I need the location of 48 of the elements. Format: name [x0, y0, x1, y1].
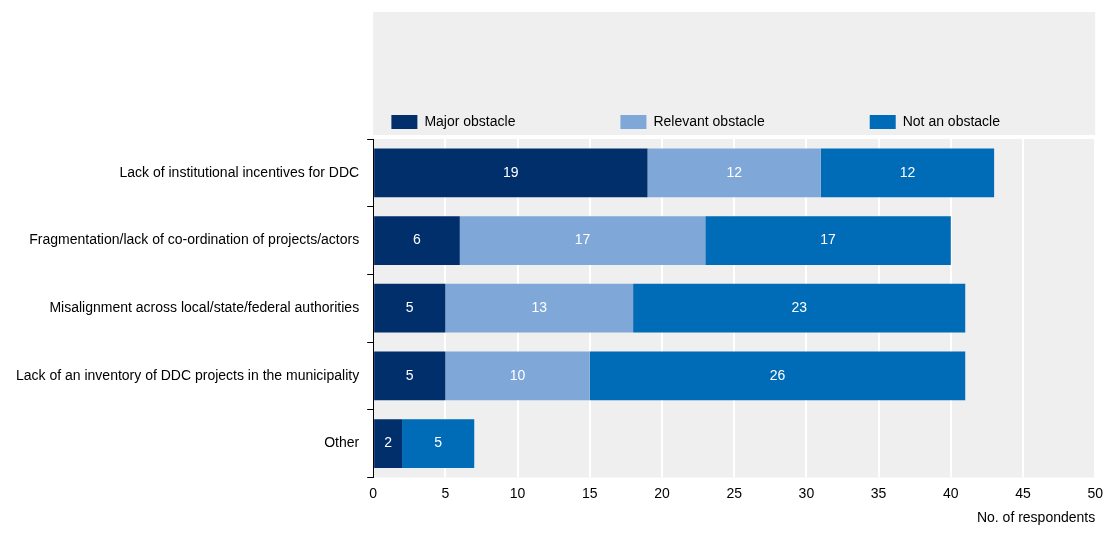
- bar: [820, 148, 995, 198]
- bar: [459, 216, 706, 265]
- data-label: 12: [899, 163, 916, 180]
- bar: [374, 283, 446, 333]
- x-tick-label: 25: [726, 484, 743, 501]
- x-tick-label: 0: [369, 484, 378, 501]
- x-tick-label: 45: [1015, 484, 1032, 501]
- data-label: 23: [791, 299, 808, 316]
- data-label: 17: [820, 231, 837, 248]
- legend-label: Major obstacle: [424, 112, 516, 129]
- data-label: 10: [509, 366, 526, 383]
- y-tick-label: Fragmentation/lack of co-ordination of projects/actors: [29, 231, 360, 248]
- data-label: 5: [405, 366, 414, 383]
- bar: [374, 216, 460, 265]
- data-label: 12: [726, 163, 743, 180]
- bar: [374, 419, 403, 468]
- x-tick-label: 40: [943, 484, 959, 501]
- x-tick-label: 35: [870, 484, 887, 501]
- x-tick-label: 15: [581, 484, 598, 501]
- y-tick-label: Other: [324, 434, 360, 451]
- data-label: 26: [769, 366, 786, 383]
- bar: [445, 283, 634, 333]
- data-label: 19: [503, 163, 519, 180]
- x-tick-label: 20: [654, 484, 670, 501]
- data-label: 17: [574, 231, 591, 248]
- data-label: 6: [413, 231, 422, 248]
- bar: [374, 148, 648, 198]
- bar: [633, 283, 966, 333]
- bar: [589, 351, 966, 401]
- bar: [705, 216, 951, 265]
- y-tick-label: Lack of an inventory of DDC projects in the municipality: [15, 366, 360, 383]
- data-label: 2: [384, 434, 393, 451]
- legend-label: Relevant obstacle: [653, 112, 765, 129]
- bar: [445, 351, 590, 401]
- y-tick-label: Lack of institutional incentives for DDC: [119, 163, 360, 180]
- data-label: 5: [434, 434, 443, 451]
- x-tick-label: 50: [1087, 484, 1104, 501]
- data-label: 5: [405, 299, 414, 316]
- bar: [402, 419, 475, 468]
- x-tick-label: 30: [798, 484, 815, 501]
- x-tick-label: 10: [509, 484, 526, 501]
- x-axis-title: No. of respondents: [976, 509, 1096, 526]
- legend-label: Not an obstacle: [902, 112, 1001, 129]
- x-tick-label: 5: [441, 484, 450, 501]
- y-tick-label: Misalignment across local/state/federal authorities: [49, 299, 360, 316]
- data-label: 13: [531, 299, 548, 316]
- bar: [647, 148, 821, 198]
- bar: [374, 351, 446, 401]
